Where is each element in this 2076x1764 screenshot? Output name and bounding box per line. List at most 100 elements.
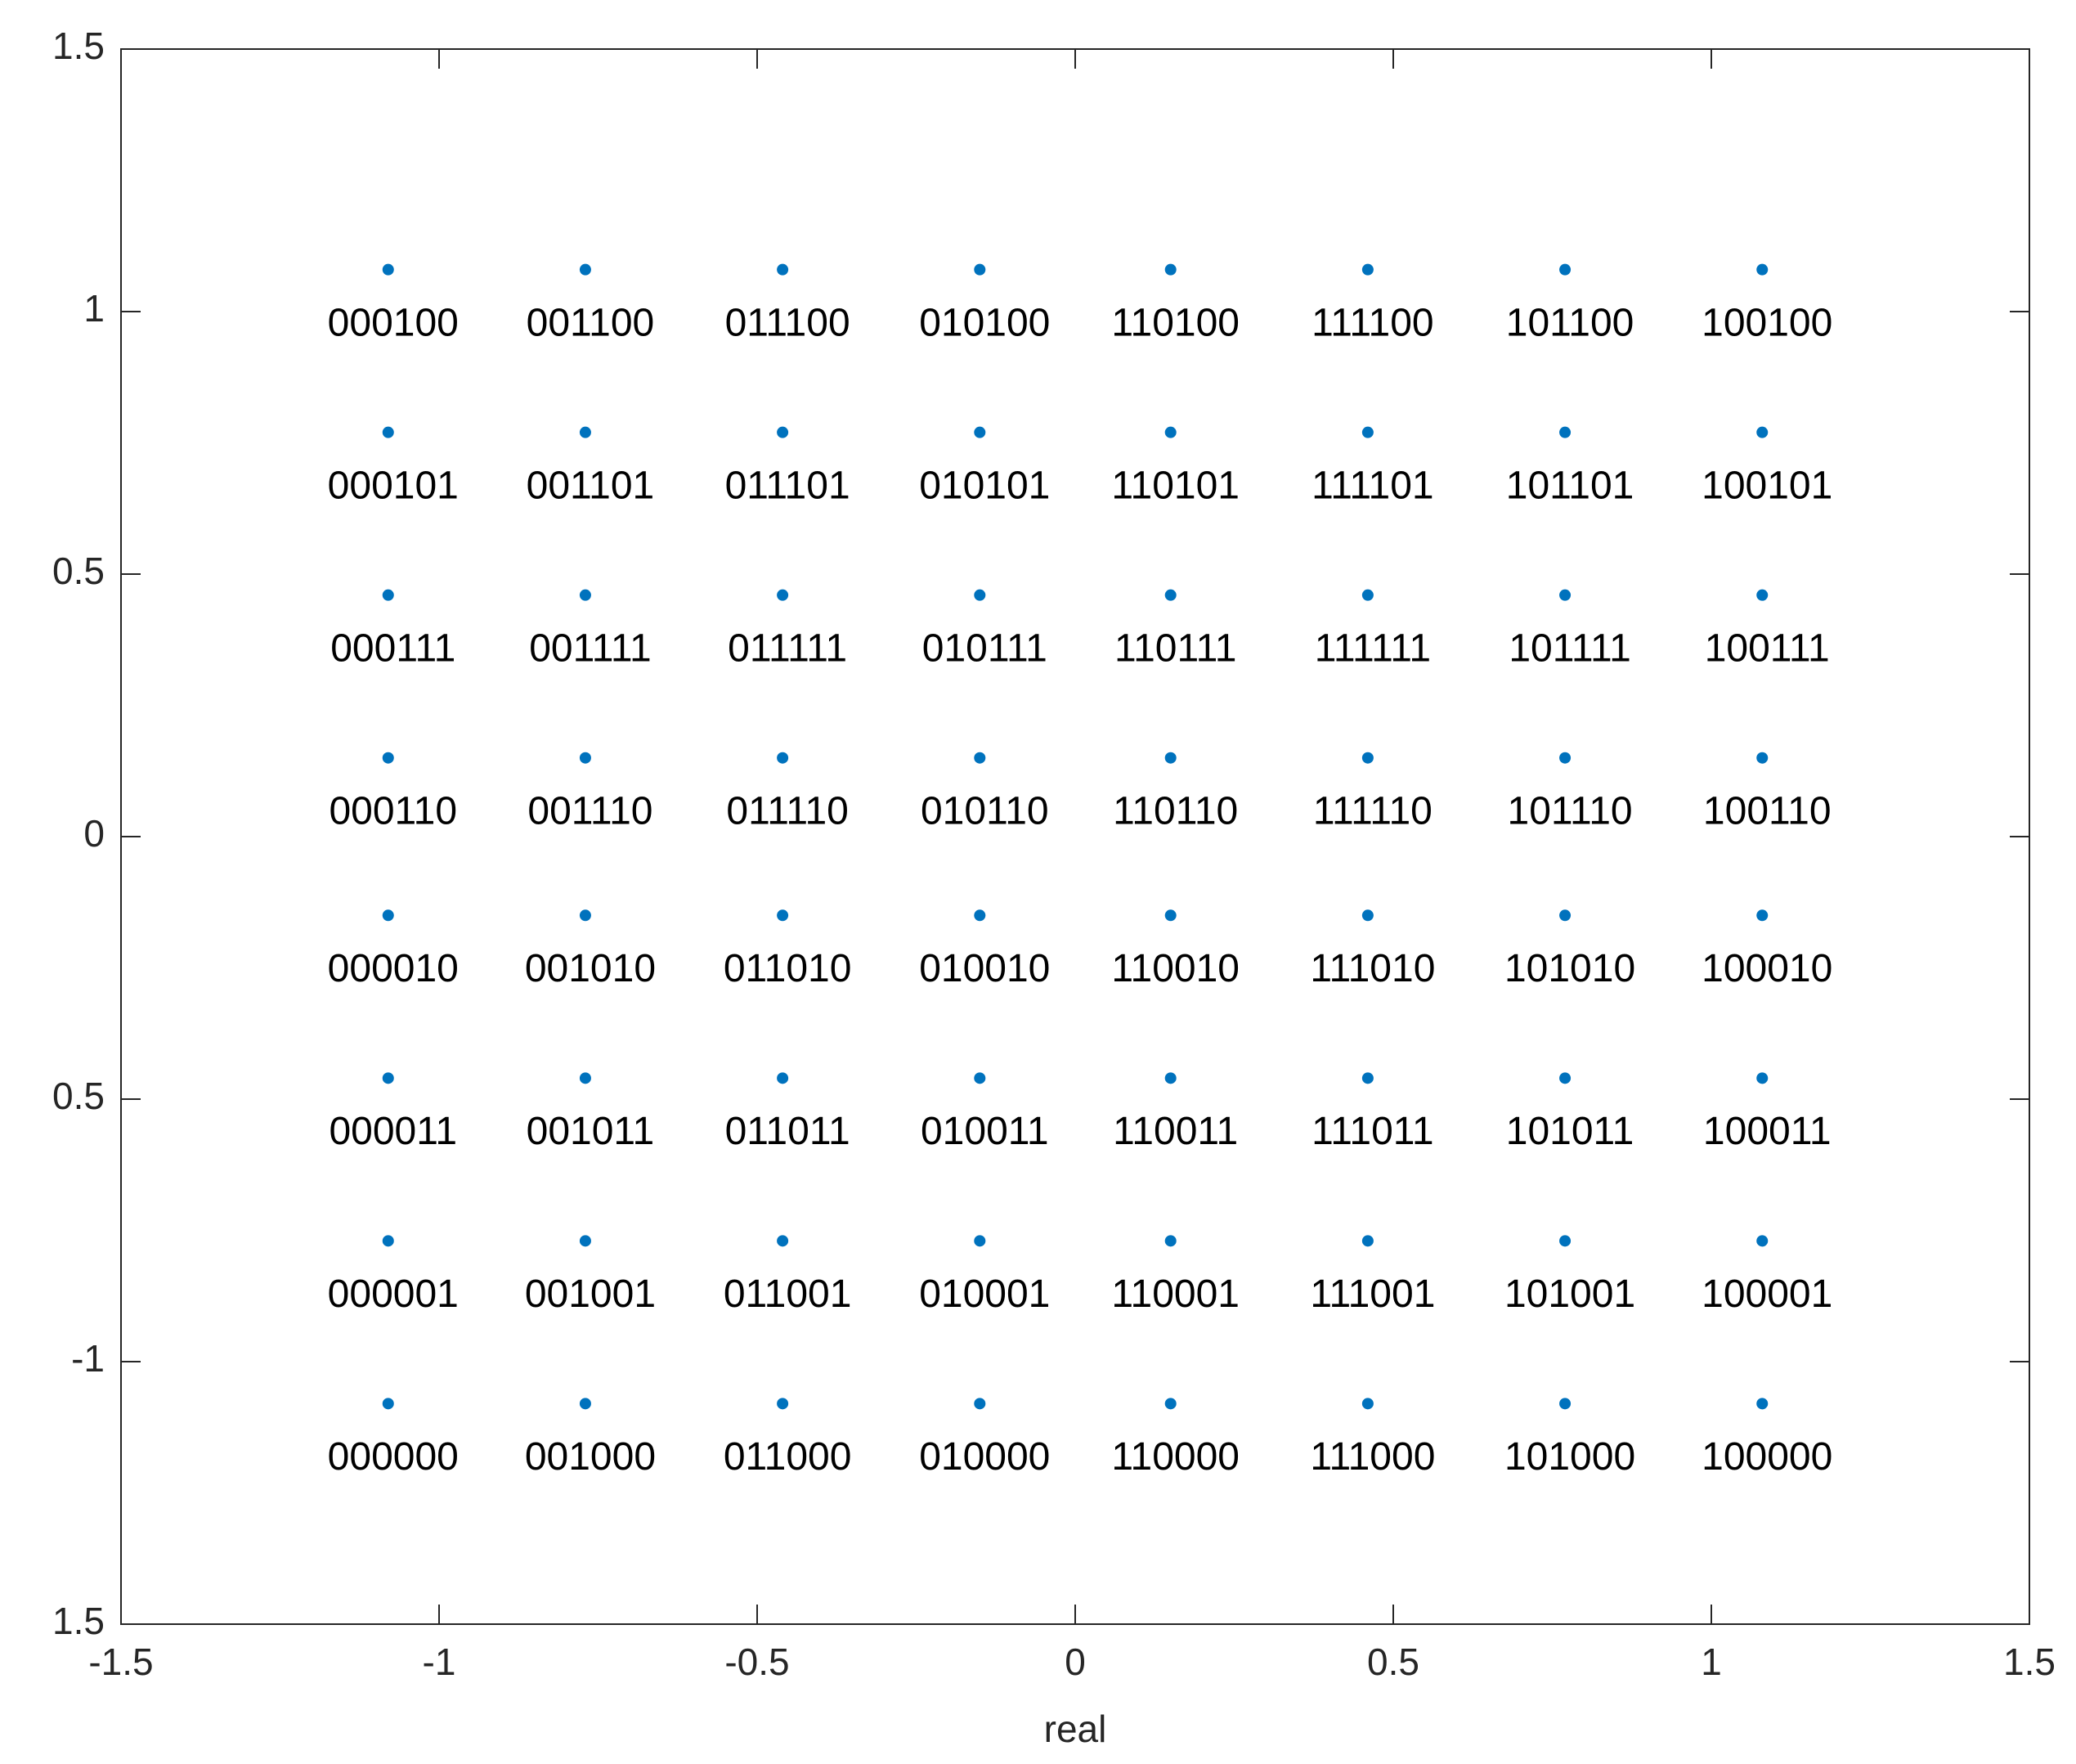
point bbox=[1361, 589, 1374, 601]
point bbox=[1164, 752, 1177, 764]
point-label: 011101 bbox=[725, 464, 850, 507]
x-tick-label: 1 bbox=[1701, 1641, 1722, 1683]
point-label: 000111 bbox=[330, 626, 455, 670]
point bbox=[1756, 1235, 1769, 1247]
y-tick-label: 1.5 bbox=[52, 25, 105, 67]
point bbox=[974, 909, 986, 922]
point-label: 101011 bbox=[1506, 1110, 1634, 1153]
point bbox=[382, 1235, 394, 1247]
point bbox=[1559, 589, 1572, 601]
point-label: 111110 bbox=[1313, 789, 1433, 833]
point-label: 100000 bbox=[1702, 1435, 1832, 1479]
point-label: 110001 bbox=[1111, 1273, 1240, 1316]
point-label: 100010 bbox=[1702, 947, 1832, 990]
point bbox=[1361, 263, 1374, 276]
point-label: 010100 bbox=[919, 301, 1050, 344]
point bbox=[1756, 752, 1769, 764]
y-tick-label: 0.5 bbox=[52, 1075, 105, 1117]
point bbox=[1756, 1398, 1769, 1410]
point bbox=[1559, 1235, 1572, 1247]
point-label: 011110 bbox=[726, 789, 848, 833]
point bbox=[974, 263, 986, 276]
point bbox=[1756, 426, 1769, 438]
point bbox=[1559, 1398, 1572, 1410]
point bbox=[579, 752, 591, 764]
point-label: 110101 bbox=[1111, 464, 1240, 507]
point bbox=[1559, 909, 1572, 922]
point-label: 100011 bbox=[1703, 1110, 1832, 1153]
point bbox=[382, 589, 394, 601]
point bbox=[382, 752, 394, 764]
point-label: 010001 bbox=[919, 1273, 1050, 1316]
point bbox=[579, 909, 591, 922]
point-label: 000001 bbox=[328, 1273, 459, 1316]
point-label: 111101 bbox=[1312, 464, 1433, 507]
point-label: 111010 bbox=[1310, 947, 1435, 990]
point bbox=[382, 1072, 394, 1084]
point bbox=[1756, 589, 1769, 601]
point bbox=[1756, 909, 1769, 922]
point bbox=[579, 589, 591, 601]
point-label: 110111 bbox=[1114, 626, 1236, 670]
point-label: 111111 bbox=[1315, 626, 1431, 670]
point-label: 001010 bbox=[525, 947, 656, 990]
point bbox=[777, 426, 789, 438]
point-label: 001100 bbox=[527, 301, 655, 344]
point bbox=[1164, 1072, 1177, 1084]
point bbox=[1559, 752, 1572, 764]
point-label: 011111 bbox=[728, 626, 847, 670]
point-label: 000010 bbox=[328, 947, 459, 990]
point bbox=[777, 1072, 789, 1084]
point bbox=[1164, 426, 1177, 438]
point-label: 010111 bbox=[922, 626, 1047, 670]
point-label: 010110 bbox=[921, 789, 1049, 833]
point-label: 101000 bbox=[1504, 1435, 1635, 1479]
point-label: 100101 bbox=[1702, 464, 1832, 507]
point bbox=[1361, 752, 1374, 764]
point bbox=[777, 909, 789, 922]
x-tick-label: -1 bbox=[423, 1641, 456, 1683]
point bbox=[1361, 909, 1374, 922]
point bbox=[1361, 1072, 1374, 1084]
point-label: 101101 bbox=[1506, 464, 1634, 507]
point bbox=[579, 1072, 591, 1084]
point bbox=[974, 1235, 986, 1247]
point-label: 000100 bbox=[328, 301, 459, 344]
point bbox=[1164, 909, 1177, 922]
point-label: 100111 bbox=[1705, 626, 1830, 670]
y-tick-label: 1 bbox=[83, 287, 105, 330]
point-label: 010011 bbox=[921, 1110, 1049, 1153]
point bbox=[974, 752, 986, 764]
y-tick-label: 0 bbox=[83, 812, 105, 855]
point-label: 111100 bbox=[1312, 301, 1433, 344]
point-label: 010010 bbox=[919, 947, 1050, 990]
point-label: 110100 bbox=[1111, 301, 1240, 344]
point bbox=[974, 1072, 986, 1084]
point bbox=[777, 589, 789, 601]
point bbox=[382, 1398, 394, 1410]
point-label: 000110 bbox=[329, 789, 457, 833]
point bbox=[579, 426, 591, 438]
point-label: 111011 bbox=[1312, 1110, 1433, 1153]
point-label: 010101 bbox=[919, 464, 1050, 507]
point bbox=[1361, 1398, 1374, 1410]
point-label: 100100 bbox=[1702, 301, 1832, 344]
point-label: 001011 bbox=[527, 1110, 655, 1153]
point bbox=[1559, 426, 1572, 438]
point bbox=[1559, 1072, 1572, 1084]
point bbox=[1756, 263, 1769, 276]
point-label: 010000 bbox=[919, 1435, 1050, 1479]
point bbox=[974, 426, 986, 438]
point-label: 100110 bbox=[1703, 789, 1832, 833]
point-label: 110110 bbox=[1113, 789, 1238, 833]
point bbox=[974, 1398, 986, 1410]
point-label: 000101 bbox=[328, 464, 459, 507]
point-label: 111001 bbox=[1310, 1273, 1435, 1316]
point-label: 101010 bbox=[1504, 947, 1635, 990]
point-label: 011000 bbox=[724, 1435, 852, 1479]
y-tick-label: 1.5 bbox=[52, 1600, 105, 1642]
point-label: 111000 bbox=[1310, 1435, 1435, 1479]
point bbox=[579, 1235, 591, 1247]
point-label: 001110 bbox=[527, 789, 652, 833]
